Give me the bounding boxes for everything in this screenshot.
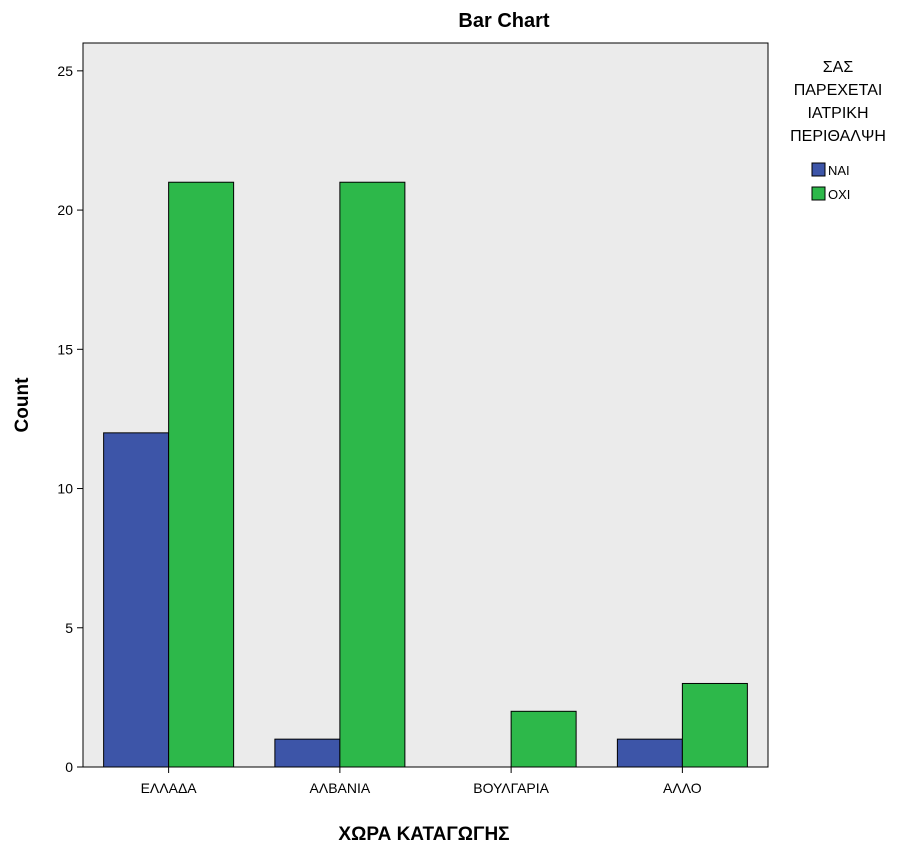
x-axis-title: ΧΩΡΑ ΚΑΤΑΓΩΓΗΣ <box>338 824 509 845</box>
legend-title-line-1: ΣΑΣ <box>823 59 854 76</box>
legend-swatch-nai <box>811 162 826 177</box>
bars-group <box>103 181 748 768</box>
legend-label-oxi: ΟΧΙ <box>828 187 850 202</box>
bar <box>681 682 748 768</box>
y-tick-label: 20 <box>57 202 73 218</box>
bar <box>103 432 170 768</box>
legend: ΣΑΣ ΠΑΡΕΧΕΤΑΙ ΙΑΤΡΙΚΗ ΠΕΡΙΘΑΛΨΗ ΝΑΙ ΟΧΙ <box>790 59 886 202</box>
legend-title-line-4: ΠΕΡΙΘΑΛΨΗ <box>790 128 886 145</box>
legend-swatch-oxi <box>811 186 826 201</box>
x-tick-label: ΑΛΛΟ <box>663 780 702 796</box>
x-tick-label: ΕΛΛΑΔΑ <box>141 780 198 796</box>
bar <box>339 181 406 768</box>
y-tick-label: 15 <box>57 341 73 357</box>
legend-title-line-2: ΠΑΡΕΧΕΤΑΙ <box>794 82 883 99</box>
y-tick-label: 10 <box>57 481 73 497</box>
bar <box>168 181 235 768</box>
legend-label-nai: ΝΑΙ <box>828 163 850 178</box>
bar <box>616 738 683 768</box>
bar <box>274 738 341 768</box>
x-axis: ΕΛΛΑΔΑ ΑΛΒΑΝΙΑ ΒΟΥΛΓΑΡΙΑ ΑΛΛΟ <box>141 767 702 796</box>
chart-title: Bar Chart <box>458 10 549 32</box>
y-axis-title: Count <box>12 377 33 433</box>
bar <box>510 710 577 768</box>
x-tick-label: ΑΛΒΑΝΙΑ <box>310 780 371 796</box>
y-tick-label: 5 <box>65 620 73 636</box>
legend-title-line-3: ΙΑΤΡΙΚΗ <box>807 105 868 122</box>
y-tick-label: 25 <box>57 63 73 79</box>
y-axis: 0 5 10 15 20 25 <box>57 63 83 775</box>
y-tick-label: 0 <box>65 759 73 775</box>
x-tick-label: ΒΟΥΛΓΑΡΙΑ <box>473 780 549 796</box>
